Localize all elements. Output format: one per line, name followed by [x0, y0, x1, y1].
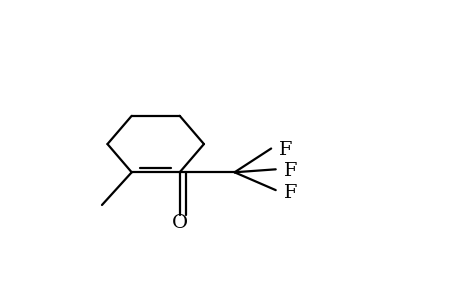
Text: F: F — [279, 141, 292, 159]
Text: F: F — [283, 184, 297, 202]
Text: O: O — [171, 214, 187, 232]
Text: F: F — [283, 162, 297, 180]
